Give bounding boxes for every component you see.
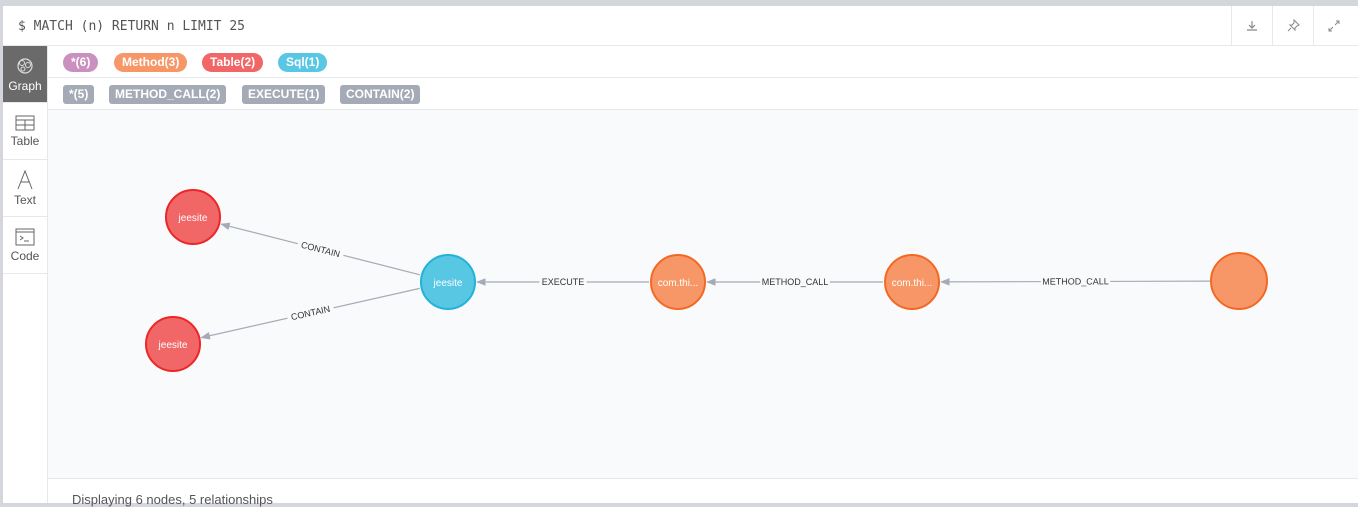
rel-type-all[interactable]: *(5) bbox=[63, 85, 95, 104]
rel-type-contain[interactable]: CONTAIN(2) bbox=[340, 85, 421, 104]
relationship-contain[interactable]: CONTAIN bbox=[200, 287, 420, 340]
frame-header: $ MATCH (n) RETURN n LIMIT 25 bbox=[3, 6, 1358, 46]
table-icon bbox=[15, 115, 35, 130]
sidebar-item-label: Code bbox=[10, 248, 40, 263]
node-method[interactable] bbox=[1210, 252, 1268, 310]
node-method[interactable]: com.thi... bbox=[650, 254, 706, 310]
query-text[interactable]: $ MATCH (n) RETURN n LIMIT 25 bbox=[18, 19, 245, 34]
sidebar-item-label: Text bbox=[13, 192, 36, 207]
relationship-contain[interactable]: CONTAIN bbox=[220, 222, 421, 276]
sidebar-item-graph[interactable]: Graph bbox=[3, 46, 47, 103]
expand-button[interactable] bbox=[1313, 6, 1354, 45]
node-caption: com.thi... bbox=[892, 278, 933, 289]
relationship-method_call[interactable]: METHOD_CALL bbox=[706, 276, 883, 288]
text-icon bbox=[17, 169, 33, 189]
sidebar-item-table[interactable]: Table bbox=[3, 103, 47, 160]
status-text: Displaying 6 nodes, 5 relationships bbox=[72, 492, 273, 507]
view-sidebar: Graph Table Text Code bbox=[3, 46, 48, 503]
node-labels-row: *(6) Method(3) Table(2) Sql(1) bbox=[48, 46, 1358, 78]
rel-type-execute[interactable]: EXECUTE(1) bbox=[242, 85, 326, 104]
relationship-label: EXECUTE bbox=[542, 277, 585, 287]
relationship-label: CONTAIN bbox=[300, 240, 341, 260]
node-label-sql[interactable]: Sql(1) bbox=[278, 53, 328, 72]
expand-icon bbox=[1328, 20, 1340, 31]
node-table[interactable]: jeesite bbox=[165, 189, 221, 245]
sidebar-item-label: Graph bbox=[8, 78, 42, 93]
download-icon bbox=[1247, 20, 1257, 31]
sidebar-item-label: Table bbox=[10, 133, 40, 148]
node-label-method[interactable]: Method(3) bbox=[114, 53, 188, 72]
graph-svg[interactable]: CONTAIN CONTAIN EXECUTE METHOD_CALL METHOD_C… bbox=[48, 110, 1358, 478]
result-frame: $ MATCH (n) RETURN n LIMIT 25 Graph Tabl… bbox=[3, 6, 1358, 507]
sidebar-item-text[interactable]: Text bbox=[3, 160, 47, 217]
relationship-types-row: *(5) METHOD_CALL(2) EXECUTE(1) CONTAIN(2… bbox=[48, 78, 1358, 110]
sidebar-item-code[interactable]: Code bbox=[3, 217, 47, 274]
node-caption: com.thi... bbox=[658, 278, 699, 289]
graph-canvas[interactable]: CONTAIN CONTAIN EXECUTE METHOD_CALL METHOD_C… bbox=[48, 110, 1358, 479]
relationship-method_call[interactable]: METHOD_CALL bbox=[940, 275, 1211, 288]
relationship-label: METHOD_CALL bbox=[762, 277, 829, 287]
graph-icon bbox=[17, 57, 33, 74]
pin-icon bbox=[1287, 19, 1300, 32]
download-button[interactable] bbox=[1231, 6, 1272, 45]
node-caption: jeesite bbox=[178, 213, 208, 224]
node-label-all[interactable]: *(6) bbox=[63, 53, 99, 72]
rel-type-method-call[interactable]: METHOD_CALL(2) bbox=[109, 85, 227, 104]
relationship-label: CONTAIN bbox=[290, 304, 331, 323]
node-caption: jeesite bbox=[433, 278, 463, 289]
node-method[interactable]: com.thi... bbox=[884, 254, 940, 310]
relationship-execute[interactable]: EXECUTE bbox=[476, 276, 649, 288]
node-table[interactable]: jeesite bbox=[145, 316, 201, 372]
node-sql[interactable]: jeesite bbox=[420, 254, 476, 310]
node-label-table[interactable]: Table(2) bbox=[202, 53, 264, 72]
code-icon bbox=[15, 228, 35, 245]
relationship-label: METHOD_CALL bbox=[1042, 276, 1109, 286]
pin-button[interactable] bbox=[1272, 6, 1313, 45]
node-caption: jeesite bbox=[158, 340, 188, 351]
